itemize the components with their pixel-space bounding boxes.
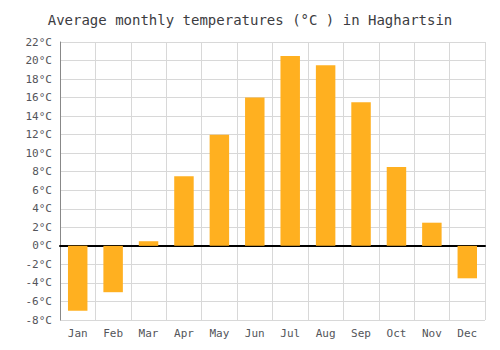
- svg-text:10°C: 10°C: [26, 147, 53, 160]
- svg-text:Aug: Aug: [316, 327, 336, 340]
- svg-text:Dec: Dec: [457, 327, 477, 340]
- svg-text:12°C: 12°C: [26, 128, 53, 141]
- svg-text:Nov: Nov: [422, 327, 442, 340]
- svg-text:Feb: Feb: [103, 327, 123, 340]
- svg-text:-2°C: -2°C: [26, 258, 53, 271]
- svg-text:4°C: 4°C: [32, 202, 52, 215]
- svg-text:18°C: 18°C: [26, 73, 53, 86]
- svg-text:Jul: Jul: [280, 327, 300, 340]
- svg-text:2°C: 2°C: [32, 221, 52, 234]
- svg-text:Mar: Mar: [139, 327, 159, 340]
- svg-text:Apr: Apr: [174, 327, 194, 340]
- svg-text:Oct: Oct: [387, 327, 407, 340]
- svg-text:-6°C: -6°C: [26, 295, 53, 308]
- svg-text:20°C: 20°C: [26, 54, 53, 67]
- svg-text:Jan: Jan: [68, 327, 88, 340]
- svg-text:Jun: Jun: [245, 327, 265, 340]
- svg-text:6°C: 6°C: [32, 184, 52, 197]
- svg-text:0°C: 0°C: [32, 239, 52, 252]
- svg-text:Average monthly temperatures (: Average monthly temperatures (°C ) in Ha…: [48, 12, 453, 28]
- svg-text:Sep: Sep: [351, 327, 371, 340]
- svg-text:-8°C: -8°C: [26, 314, 53, 327]
- svg-text:-4°C: -4°C: [26, 276, 53, 289]
- svg-text:14°C: 14°C: [26, 110, 53, 123]
- svg-text:May: May: [209, 327, 229, 340]
- svg-text:8°C: 8°C: [32, 165, 52, 178]
- svg-text:22°C: 22°C: [26, 36, 53, 49]
- svg-text:16°C: 16°C: [26, 91, 53, 104]
